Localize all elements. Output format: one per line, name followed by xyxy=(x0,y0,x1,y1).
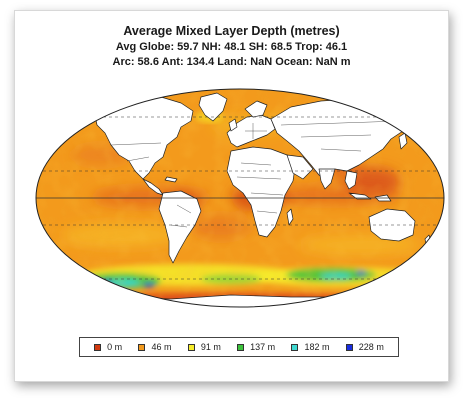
africa xyxy=(226,146,296,238)
india xyxy=(318,168,336,190)
map-title: Average Mixed Layer Depth (metres) xyxy=(123,24,340,38)
world-map xyxy=(31,85,449,311)
antarctica xyxy=(36,294,442,307)
map-svg xyxy=(35,88,445,308)
title-block: Average Mixed Layer Depth (metres) Avg G… xyxy=(15,23,448,70)
legend-label: 228 m xyxy=(358,342,384,352)
greenland xyxy=(198,92,228,122)
country-borders xyxy=(110,120,402,228)
legend-item: 91 m xyxy=(187,342,221,352)
legend-label: 0 m xyxy=(107,342,123,352)
legend-item: 0 m xyxy=(94,342,122,352)
indonesia xyxy=(348,192,392,202)
legend-swatch xyxy=(187,343,195,351)
globe-outline xyxy=(35,88,445,308)
legend-label: 46 m xyxy=(151,342,172,352)
legend-label: 91 m xyxy=(200,342,221,352)
arabia xyxy=(286,154,314,180)
legend-label: 182 m xyxy=(304,342,330,352)
legend-item: 46 m xyxy=(138,342,172,352)
figure-frame: Average Mixed Layer Depth (metres) Avg G… xyxy=(14,10,449,382)
legend-item: 228 m xyxy=(345,342,384,352)
legend-swatch xyxy=(237,343,245,351)
scandinavia xyxy=(244,100,268,118)
legend-item: 182 m xyxy=(291,342,329,352)
color-legend: 0 m 46 m 91 m 137 m 182 m 228 m xyxy=(79,337,399,357)
stats-line-1: Avg Globe: 59.7 NH: 48.1 SH: 68.5 Trop: … xyxy=(115,41,348,53)
north-america xyxy=(94,96,194,180)
legend-item: 137 m xyxy=(237,342,275,352)
legend-swatch xyxy=(94,343,102,351)
caribbean xyxy=(164,176,178,183)
legend-swatch xyxy=(345,343,353,351)
stats-line-2: Arc: 58.6 Ant: 134.4 Land: NaN Ocean: Na… xyxy=(112,56,351,68)
britain xyxy=(228,118,238,132)
legend-label: 137 m xyxy=(250,342,276,352)
japan xyxy=(398,132,408,150)
indochina xyxy=(344,170,358,190)
legend-swatch xyxy=(291,343,299,351)
legend-swatch xyxy=(138,343,146,351)
madagascar xyxy=(286,208,294,226)
